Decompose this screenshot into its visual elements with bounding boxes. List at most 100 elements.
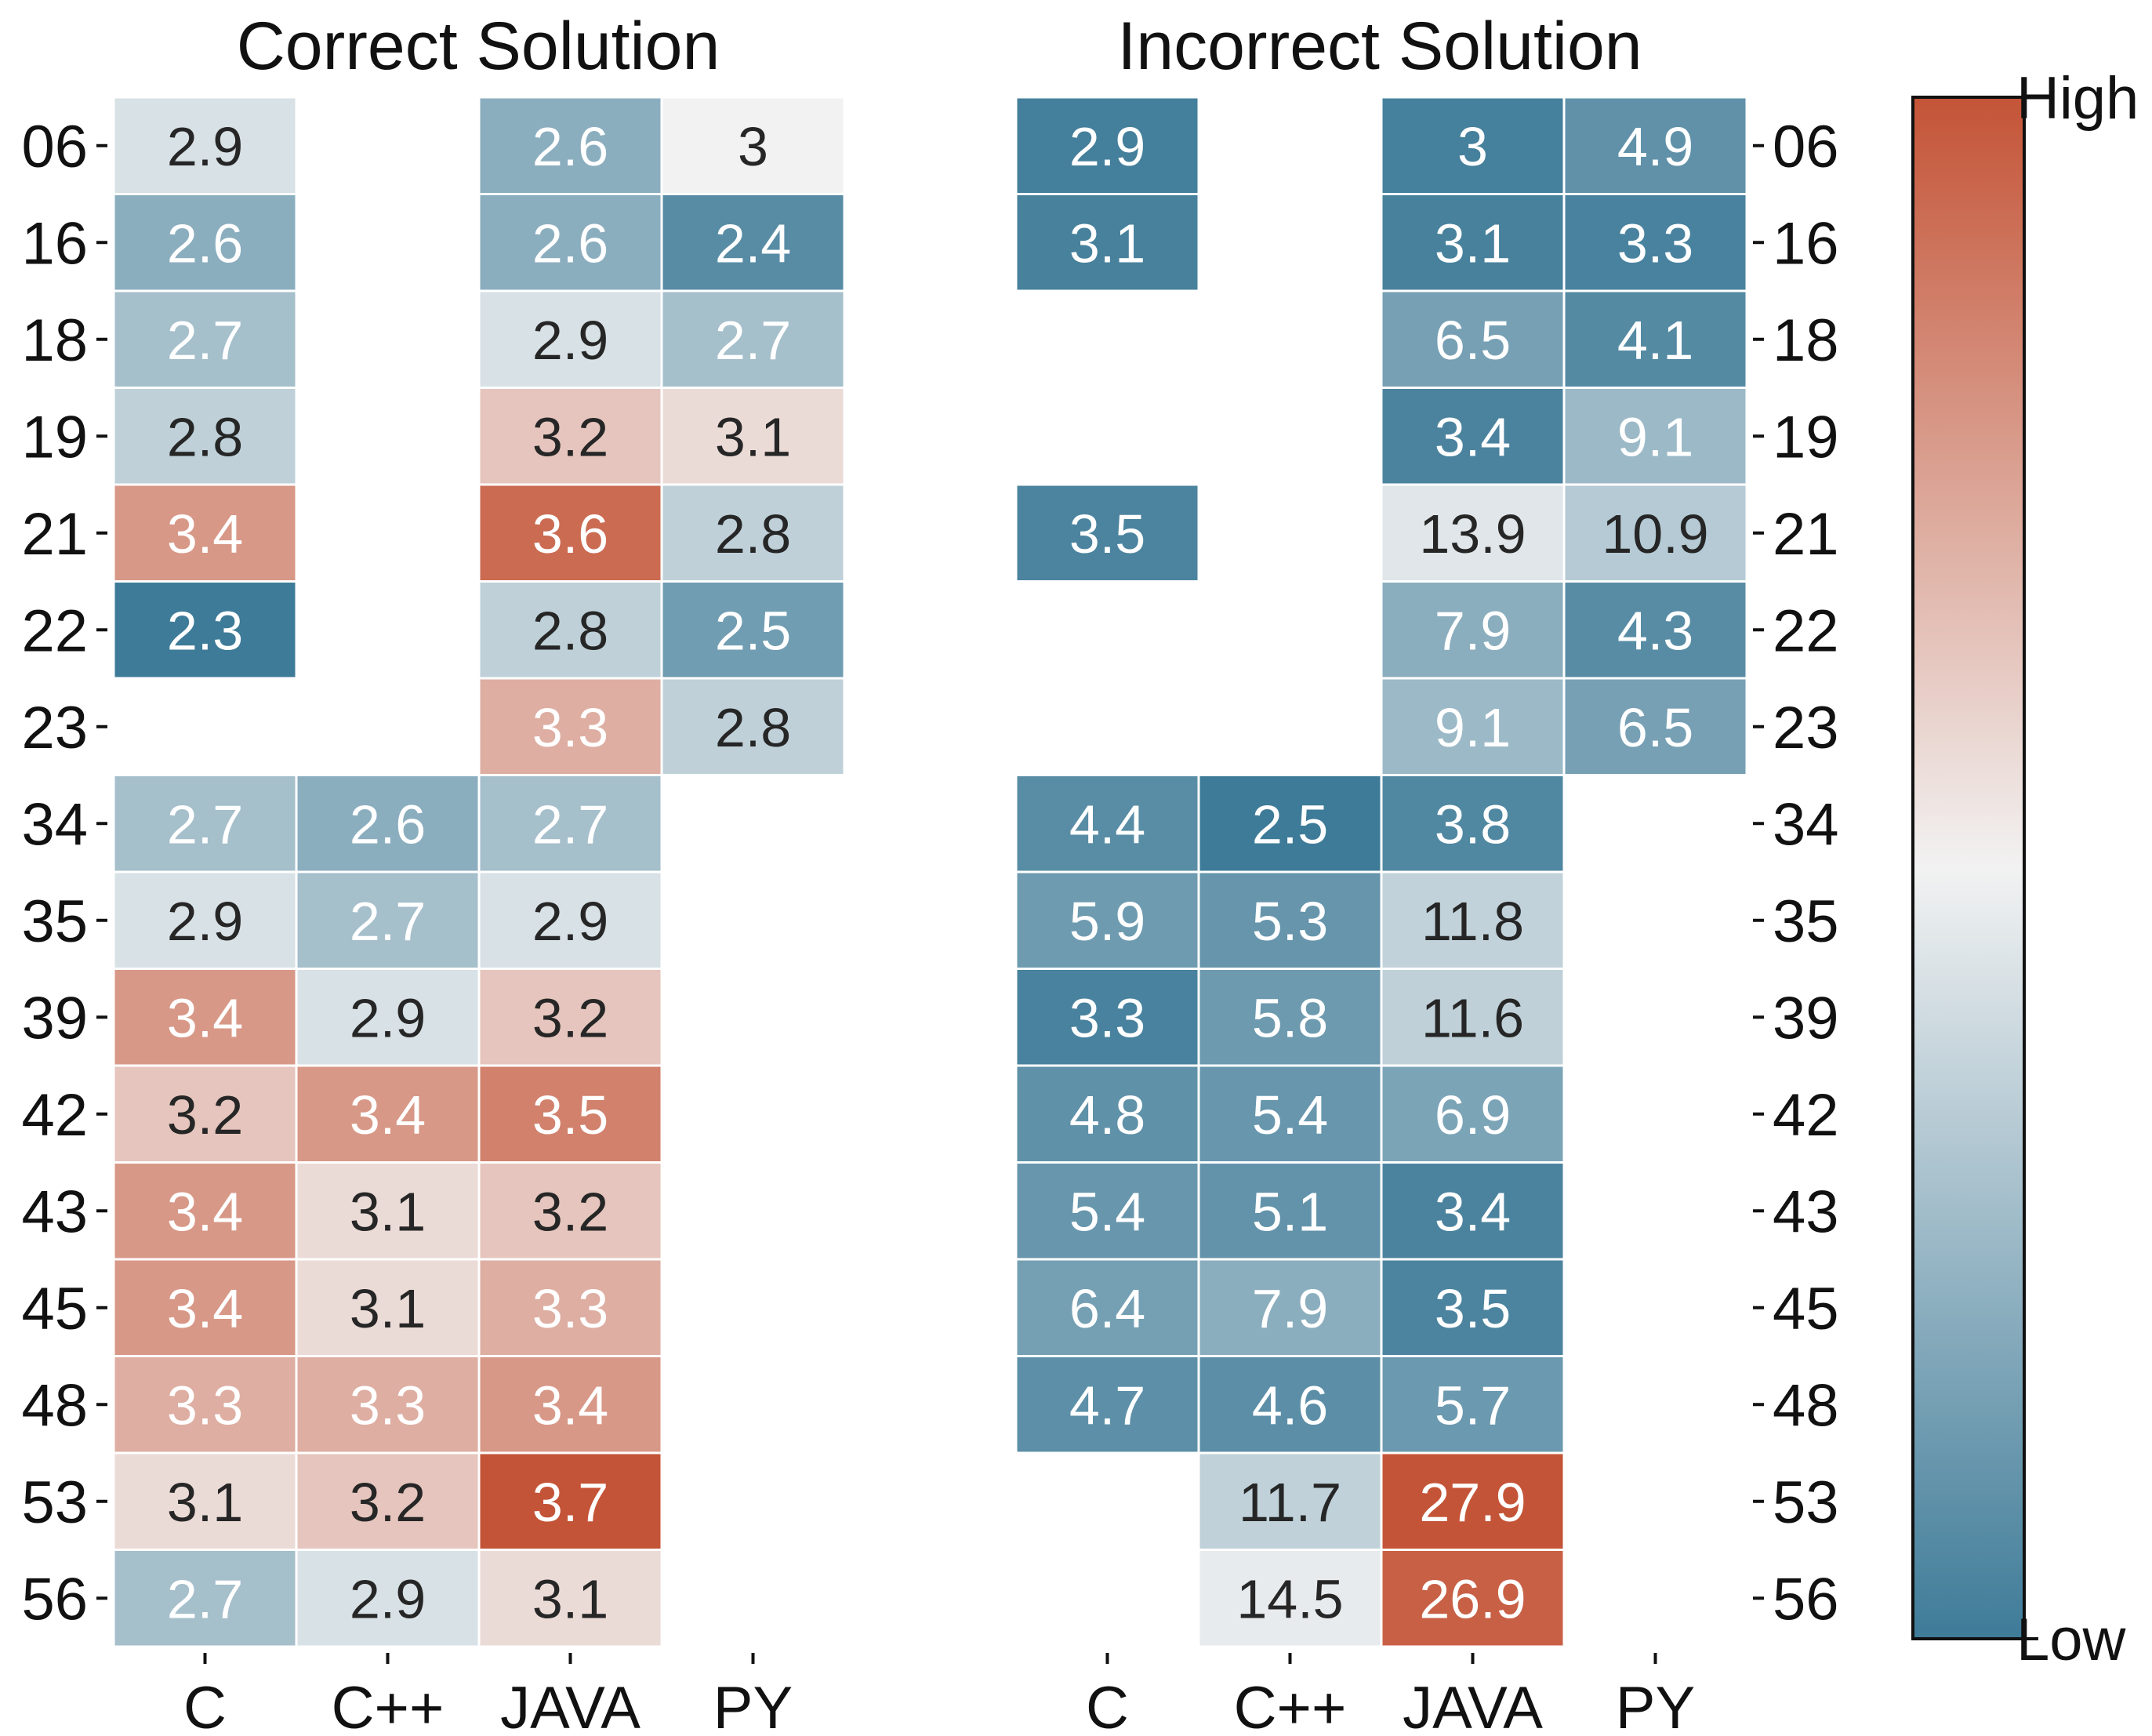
row-tick-label: 22 bbox=[21, 597, 88, 664]
cell-value-label: 2.9 bbox=[350, 1568, 426, 1629]
cell-value-label: 3.5 bbox=[1435, 1278, 1511, 1339]
heatmap-cell bbox=[1380, 1258, 1566, 1357]
heatmap-panel-correct: 2.9 2.6 3 2.6 2.6 2.4 2.7 2.9 2.7 2.8 3.2 3.1 3.4 3.6… bbox=[21, 96, 846, 1736]
cell-value-label: 6.5 bbox=[1617, 697, 1693, 758]
cell-value-label: 7.9 bbox=[1252, 1278, 1328, 1339]
cell-value-label: 3.2 bbox=[532, 1181, 608, 1242]
cell-value-label: 3.4 bbox=[532, 1375, 608, 1436]
row-tick-label: 48 bbox=[1773, 1372, 1839, 1439]
heatmap-cell bbox=[1380, 968, 1566, 1067]
cell-value-label: 3.4 bbox=[167, 503, 243, 565]
cell-value-label: 2.5 bbox=[715, 600, 791, 661]
row-tick-label: 39 bbox=[21, 985, 88, 1051]
column-tick-label: C++ bbox=[1234, 1675, 1347, 1736]
cell-value-label: 5.4 bbox=[1069, 1181, 1145, 1242]
cell-value-label: 2.8 bbox=[167, 406, 243, 467]
cell-value-label: 2.9 bbox=[1069, 116, 1145, 177]
cell-value-label: 3.1 bbox=[715, 406, 791, 467]
heatmap-cell bbox=[1014, 96, 1200, 195]
heatmap-cell bbox=[477, 1549, 663, 1648]
row-tick-label: 35 bbox=[1773, 888, 1839, 955]
heatmap-cell bbox=[1014, 774, 1200, 873]
cell-value-label: 3.4 bbox=[167, 987, 243, 1048]
cell-value-label: 13.9 bbox=[1419, 503, 1526, 565]
heatmap-cell bbox=[112, 1355, 298, 1455]
heatmap-cell bbox=[112, 1451, 298, 1551]
cell-value-label: 2.7 bbox=[167, 794, 243, 855]
cell-value-label: 3.8 bbox=[1435, 794, 1511, 855]
colorbar-gradient bbox=[1911, 96, 2026, 1640]
cell-value-label: 3.3 bbox=[350, 1375, 426, 1436]
row-tick-label: 35 bbox=[21, 888, 88, 955]
cell-value-label: 3.4 bbox=[167, 1278, 243, 1339]
heatmap-cell bbox=[1014, 968, 1200, 1067]
row-tick-label: 16 bbox=[21, 210, 88, 277]
heatmap-cell bbox=[1014, 870, 1200, 970]
heatmap-cell bbox=[295, 1549, 481, 1648]
cell-value-label: 11.6 bbox=[1421, 987, 1524, 1048]
row-tick-label: 39 bbox=[1773, 985, 1839, 1051]
heatmap-cell bbox=[1014, 1258, 1200, 1357]
cell-value-label: 3.1 bbox=[1435, 212, 1511, 274]
row-tick-label: 23 bbox=[1773, 695, 1839, 761]
heatmap-cell bbox=[1197, 1161, 1383, 1261]
heatmap-cell bbox=[477, 483, 663, 583]
cell-value-label: 3.5 bbox=[532, 1084, 608, 1146]
heatmap-cell bbox=[477, 580, 663, 680]
cell-value-label: 3.3 bbox=[167, 1375, 243, 1436]
row-tick-label: 53 bbox=[21, 1469, 88, 1536]
cell-value-label: 3.3 bbox=[532, 1278, 608, 1339]
cell-value-label: 5.9 bbox=[1069, 891, 1145, 952]
heatmap-cell bbox=[1197, 774, 1383, 873]
heatmap-cell bbox=[477, 289, 663, 389]
column-tick-label: JAVA bbox=[500, 1675, 641, 1736]
heatmap-cell bbox=[1380, 1451, 1566, 1551]
column-tick-label: C bbox=[183, 1675, 227, 1736]
cell-value-label: 5.1 bbox=[1252, 1181, 1328, 1242]
row-tick-label: 34 bbox=[1773, 791, 1839, 858]
heatmap-cell bbox=[1380, 1549, 1566, 1648]
row-tick-label: 18 bbox=[21, 307, 88, 374]
colorbar-high-label: High bbox=[2016, 65, 2139, 132]
cell-value-label: 4.1 bbox=[1617, 310, 1693, 371]
heatmap-cell bbox=[660, 193, 846, 292]
heatmap-cell bbox=[1380, 774, 1566, 873]
cell-value-label: 3 bbox=[738, 116, 768, 177]
heatmap-cell bbox=[295, 1451, 481, 1551]
cell-value-label: 2.6 bbox=[532, 116, 608, 177]
cell-value-label: 2.6 bbox=[167, 212, 243, 274]
cell-value-label: 3.6 bbox=[532, 503, 608, 565]
heatmap-cell bbox=[112, 96, 298, 195]
cell-value-label: 3.3 bbox=[1069, 987, 1145, 1048]
cell-value-label: 3.3 bbox=[532, 697, 608, 758]
heatmap-cell bbox=[1562, 96, 1748, 195]
heatmap-cell bbox=[1380, 677, 1566, 776]
cell-value-label: 4.4 bbox=[1069, 794, 1145, 855]
row-tick-label: 06 bbox=[1773, 114, 1839, 180]
heatmap-cell bbox=[112, 193, 298, 292]
heatmap-cell bbox=[295, 1355, 481, 1455]
cell-value-label: 6.4 bbox=[1069, 1278, 1145, 1339]
cell-value-label: 11.7 bbox=[1239, 1472, 1341, 1533]
heatmap-cell bbox=[1380, 387, 1566, 486]
heatmap-cell bbox=[112, 580, 298, 680]
cell-value-label: 4.3 bbox=[1617, 600, 1693, 661]
colorbar-low-label: Low bbox=[2016, 1607, 2127, 1673]
cell-value-label: 2.9 bbox=[167, 116, 243, 177]
cell-value-label: 9.1 bbox=[1435, 697, 1511, 758]
row-tick-label: 45 bbox=[1773, 1276, 1839, 1342]
cell-value-label: 3.7 bbox=[532, 1472, 608, 1533]
cell-value-label: 2.7 bbox=[167, 1568, 243, 1629]
heatmap-cell bbox=[477, 677, 663, 776]
cell-value-label: 2.6 bbox=[532, 212, 608, 274]
heatmap-cell bbox=[1380, 483, 1566, 583]
heatmap-cell bbox=[477, 96, 663, 195]
row-tick-label: 42 bbox=[1773, 1082, 1839, 1149]
row-tick-label: 21 bbox=[1773, 501, 1839, 568]
row-tick-label: 16 bbox=[1773, 210, 1839, 277]
row-tick-label: 21 bbox=[21, 501, 88, 568]
heatmap-cell bbox=[660, 387, 846, 486]
heatmap-cell bbox=[1380, 580, 1566, 680]
heatmap-cell bbox=[1380, 1355, 1566, 1455]
cell-value-label: 5.8 bbox=[1252, 987, 1328, 1048]
